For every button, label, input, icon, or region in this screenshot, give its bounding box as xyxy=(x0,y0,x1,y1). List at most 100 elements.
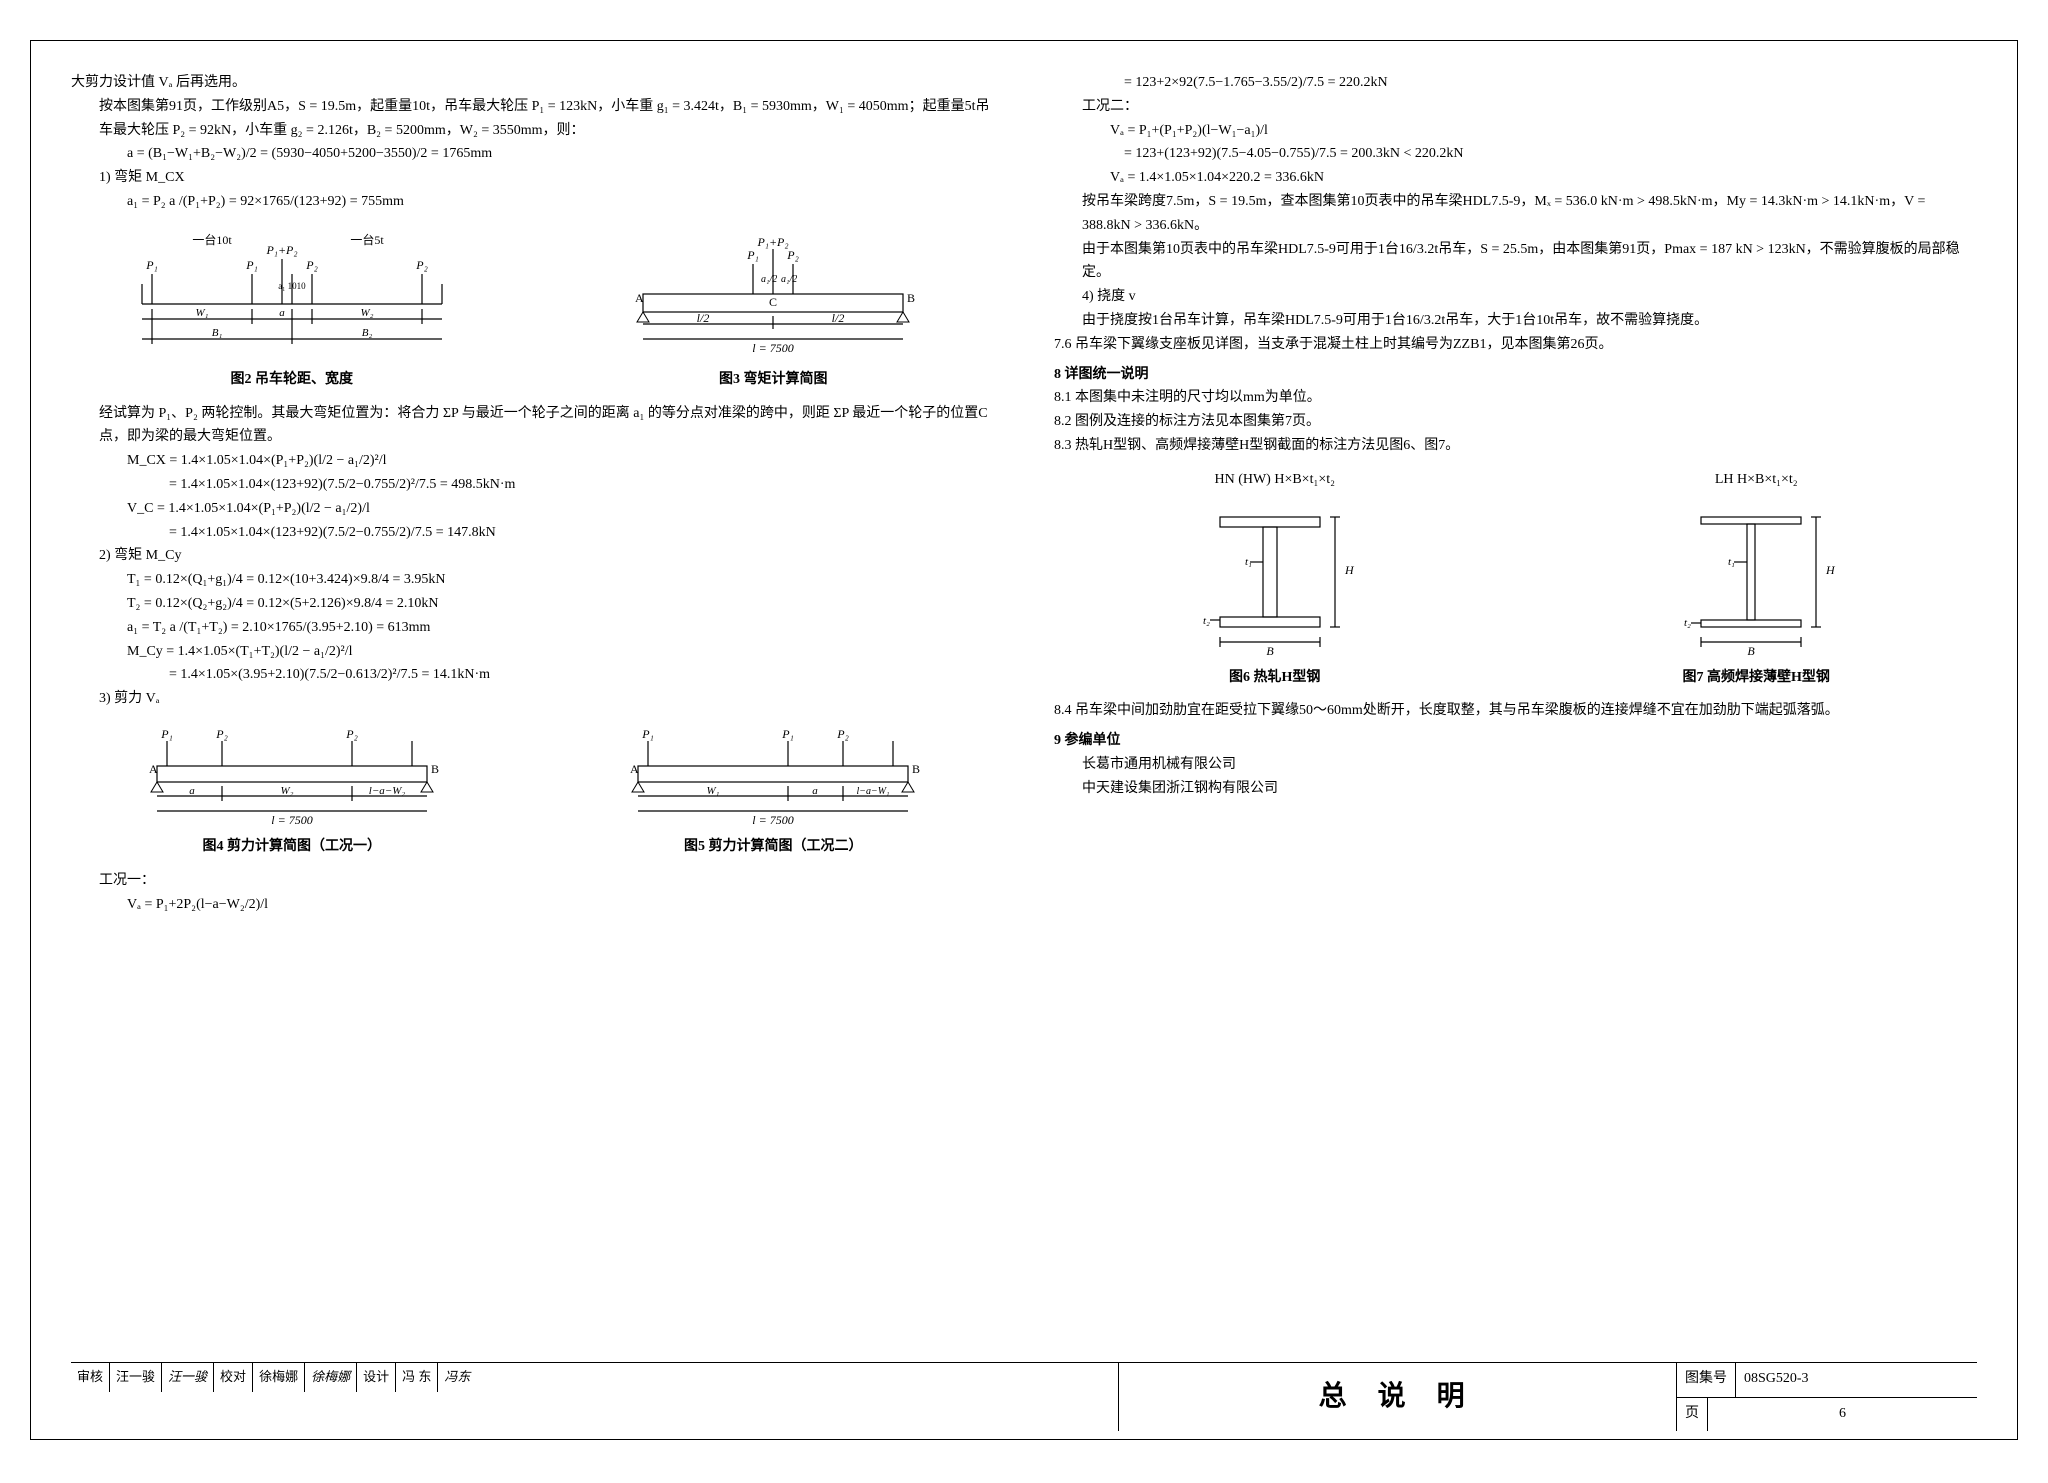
name-3: 冯 东 xyxy=(396,1363,438,1391)
svg-text:H: H xyxy=(1344,563,1355,577)
eq-va2a: Vₐ = P₁+(P₁+P₂)(l−W₁−a₁)/l xyxy=(1054,119,1977,143)
svg-text:P₂: P₂ xyxy=(345,727,358,741)
para-deflection: 由于挠度按1台吊车计算，吊车梁HDL7.5-9可用于1台16/3.2t吊车，大于… xyxy=(1054,309,1977,333)
para-shear: 大剪力设计值 Vₐ 后再选用。 xyxy=(71,71,994,95)
eq-r1: = 123+2×92(7.5−1.765−3.55/2)/7.5 = 220.2… xyxy=(1054,71,1977,95)
svg-text:B: B xyxy=(912,762,920,776)
titleblock-spacer: 审核 汪一骏 汪一骏 校对 徐梅娜 徐梅娜 设计 冯 东 冯东 xyxy=(71,1363,1119,1431)
eq-va1: Vₐ = P₁+2P₂(l−a−W₂/2)/l xyxy=(71,893,994,917)
eq-vc1: V_C = 1.4×1.05×1.04×(P₁+P₂)(l/2 − a₁/2)/… xyxy=(71,497,994,521)
page-label: 页 xyxy=(1677,1398,1708,1431)
svg-text:t₁: t₁ xyxy=(1728,556,1735,568)
fig6-svg: H B t₁ t₂ xyxy=(1175,492,1375,662)
svg-text:a: a xyxy=(279,307,285,319)
svg-text:B: B xyxy=(1748,644,1756,658)
sec-8-1: 8.1 本图集中未注明的尺寸均以mm为单位。 xyxy=(1054,386,1977,410)
svg-text:a: a xyxy=(813,785,819,797)
svg-text:P₁+P₂: P₁+P₂ xyxy=(757,235,789,249)
title-block: 审核 汪一骏 汪一骏 校对 徐梅娜 徐梅娜 设计 冯 东 冯东 总 说 明 图集… xyxy=(71,1362,1977,1431)
fig7-svg: H B t₁ t₂ xyxy=(1656,492,1856,662)
svg-text:P₁: P₁ xyxy=(746,248,759,262)
figure-3: A B C P₁ P₁+P₂ P₂ a₁/2 a₁/2 l/2 l/2 l = … xyxy=(553,224,995,392)
name-1: 汪一骏 xyxy=(110,1363,162,1391)
sec-8-3: 8.3 热轧H型钢、高频焊接薄壁H型钢截面的标注方法见图6、图7。 xyxy=(1054,434,1977,458)
svg-text:P₁: P₁ xyxy=(160,727,173,741)
svg-text:B₁: B₁ xyxy=(211,327,222,339)
figure-row-4-5: A B P₁ P₂ P₂ a W₂ l−a−W₂ l = 7500 图4 剪力计… xyxy=(71,721,994,859)
figure-row-2-3: 一台10t 一台5t P₁ P₁ P₁+P₂ P₂ P₂ a₁ 1010 W₁ … xyxy=(71,224,994,392)
svg-text:A: A xyxy=(149,762,158,776)
fig4-caption: 图4 剪力计算简图（工况一） xyxy=(71,835,513,859)
role-校对: 校对 xyxy=(214,1363,253,1391)
svg-text:A: A xyxy=(635,291,644,305)
eq-mcy1: M_Cy = 1.4×1.05×(T₁+T₂)(l/2 − a₁/2)²/l xyxy=(71,640,994,664)
svg-text:a₁ 1010: a₁ 1010 xyxy=(278,281,306,291)
figure-4: A B P₁ P₂ P₂ a W₂ l−a−W₂ l = 7500 图4 剪力计… xyxy=(71,721,513,859)
fig4-svg: A B P₁ P₂ P₂ a W₂ l−a−W₂ l = 7500 xyxy=(137,721,447,831)
fig7-caption: 图7 高频焊接薄壁H型钢 xyxy=(1536,666,1978,690)
fig2-label-10t: 一台10t xyxy=(192,232,232,247)
figure-2: 一台10t 一台5t P₁ P₁ P₁+P₂ P₂ P₂ a₁ 1010 W₁ … xyxy=(71,224,513,392)
svg-text:l = 7500: l = 7500 xyxy=(753,813,794,827)
svg-text:l/2: l/2 xyxy=(832,311,845,325)
item-3-shear-va: 3) 剪力 Vₐ xyxy=(71,687,994,711)
eq-t2: T₂ = 0.12×(Q₂+g₂)/4 = 0.12×(5+2.126)×9.8… xyxy=(71,592,994,616)
setno-value: 08SG520-3 xyxy=(1736,1363,1977,1396)
sheet-title: 总 说 明 xyxy=(1119,1363,1677,1431)
eq-mcx1: M_CX = 1.4×1.05×1.04×(P₁+P₂)(l/2 − a₁/2)… xyxy=(71,449,994,473)
eq-va2c: Vₐ = 1.4×1.05×1.04×220.2 = 336.6kN xyxy=(1054,166,1977,190)
fig2-label-5t: 一台5t xyxy=(350,232,384,247)
figure-6: HN (HW) H×B×t₁×t₂ xyxy=(1054,468,1496,690)
para-check-beam: 按吊车梁跨度7.5m，S = 19.5m，查本图集第10页表中的吊车梁HDL7.… xyxy=(1054,190,1977,238)
fig3-caption: 图3 弯矩计算简图 xyxy=(553,368,995,392)
two-column-layout: 大剪力设计值 Vₐ 后再选用。 按本图集第91页，工作级别A5，S = 19.5… xyxy=(71,71,1977,1342)
svg-text:W₁: W₁ xyxy=(195,307,208,319)
eq-mcx2: = 1.4×1.05×1.04×(123+92)(7.5/2−0.755/2)²… xyxy=(71,473,994,497)
svg-text:a₁/2: a₁/2 xyxy=(781,274,797,285)
eq-a1: a₁ = P₂ a /(P₁+P₂) = 92×1765/(123+92) = … xyxy=(71,190,994,214)
svg-text:W₁: W₁ xyxy=(707,785,720,797)
name-2: 徐梅娜 xyxy=(253,1363,305,1391)
svg-text:B: B xyxy=(907,291,915,305)
page-number: 6 xyxy=(1708,1398,1977,1431)
left-column: 大剪力设计值 Vₐ 后再选用。 按本图集第91页，工作级别A5，S = 19.5… xyxy=(71,71,994,1342)
eq-a1b: a₁ = T₂ a /(T₁+T₂) = 2.10×1765/(3.95+2.1… xyxy=(71,616,994,640)
item-1-moment-mcx: 1) 弯矩 M_CX xyxy=(71,166,994,190)
sec-8-4: 8.4 吊车梁中间加劲肋宜在距受拉下翼缘50～60mm处断开，长度取整，其与吊车… xyxy=(1054,699,1977,723)
fig6-title: HN (HW) H×B×t₁×t₂ xyxy=(1054,468,1496,492)
svg-text:P₁: P₁ xyxy=(641,727,654,741)
svg-text:t₂: t₂ xyxy=(1684,617,1691,629)
para-params: 按本图集第91页，工作级别A5，S = 19.5m，起重量10t，吊车最大轮压 … xyxy=(71,95,994,143)
svg-text:l = 7500: l = 7500 xyxy=(271,813,312,827)
fig6-caption: 图6 热轧H型钢 xyxy=(1054,666,1496,690)
sec-9-heading: 9 参编单位 xyxy=(1054,729,1977,753)
svg-text:l−a−W₁: l−a−W₁ xyxy=(857,786,890,797)
item-4-deflection: 4) 挠度 v xyxy=(1054,285,1977,309)
sec-7-6: 7.6 吊车梁下翼缘支座板见详图，当支承于混凝土柱上时其编号为ZZB1，见本图集… xyxy=(1054,333,1977,357)
svg-text:a₁/2: a₁/2 xyxy=(761,274,777,285)
svg-text:P₁: P₁ xyxy=(245,258,258,272)
svg-text:H: H xyxy=(1825,563,1836,577)
svg-text:l = 7500: l = 7500 xyxy=(753,341,794,355)
org-2: 中天建设集团浙江钢构有限公司 xyxy=(1054,777,1977,801)
figure-7: LH H×B×t₁×t₂ xyxy=(1536,468,1978,690)
fig3-svg: A B C P₁ P₁+P₂ P₂ a₁/2 a₁/2 l/2 l/2 l = … xyxy=(623,224,923,364)
eq-t1: T₁ = 0.12×(Q₁+g₁)/4 = 0.12×(10+3.424)×9.… xyxy=(71,568,994,592)
svg-text:a: a xyxy=(189,785,195,797)
fig5-svg: A B P₁ P₁ P₂ W₁ a l−a−W₁ l = 7500 xyxy=(618,721,928,831)
eq-vc2: = 1.4×1.05×1.04×(123+92)(7.5/2−0.755/2)/… xyxy=(71,521,994,545)
svg-text:W₂: W₂ xyxy=(280,785,293,797)
fig2-svg: 一台10t 一台5t P₁ P₁ P₁+P₂ P₂ P₂ a₁ 1010 W₁ … xyxy=(122,224,462,364)
svg-text:t₁: t₁ xyxy=(1245,556,1252,568)
svg-text:B₂: B₂ xyxy=(361,327,372,339)
eq-mcy2: = 1.4×1.05×(3.95+2.10)(7.5/2−0.613/2)²/7… xyxy=(71,663,994,687)
svg-text:P₁: P₁ xyxy=(781,727,794,741)
svg-text:l−a−W₂: l−a−W₂ xyxy=(369,785,406,797)
svg-text:W₂: W₂ xyxy=(360,307,373,319)
sec-8-heading: 8 详图统一说明 xyxy=(1054,363,1977,387)
svg-text:P₂: P₂ xyxy=(786,248,799,262)
case-2-label: 工况二： xyxy=(1054,95,1977,119)
svg-text:A: A xyxy=(630,762,639,776)
case-1-label: 工况一： xyxy=(71,869,994,893)
svg-text:P₂: P₂ xyxy=(215,727,228,741)
